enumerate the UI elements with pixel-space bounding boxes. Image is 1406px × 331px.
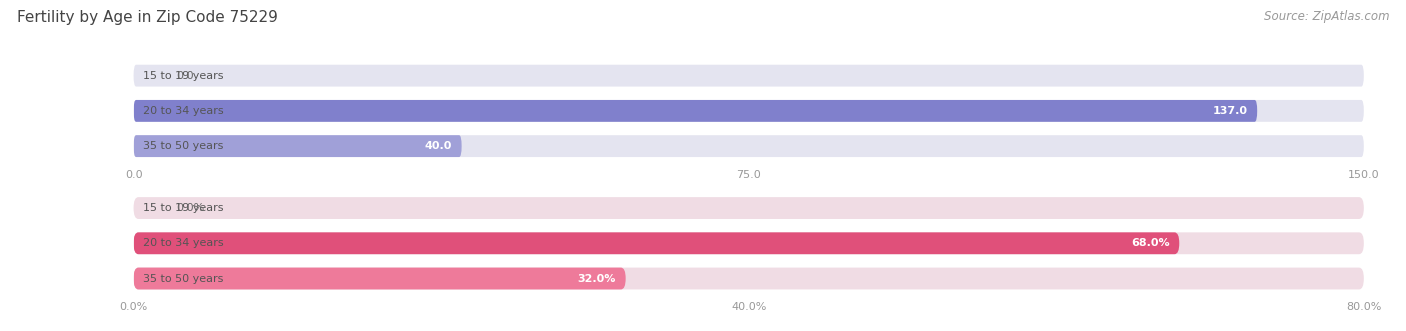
- FancyBboxPatch shape: [134, 232, 1180, 254]
- Text: 15 to 19 years: 15 to 19 years: [143, 71, 224, 81]
- FancyBboxPatch shape: [134, 100, 1257, 122]
- Text: 35 to 50 years: 35 to 50 years: [143, 141, 224, 151]
- Text: 137.0: 137.0: [1212, 106, 1247, 116]
- FancyBboxPatch shape: [134, 135, 1364, 157]
- FancyBboxPatch shape: [134, 267, 1364, 289]
- Text: 0.0: 0.0: [177, 71, 194, 81]
- Text: 0.0%: 0.0%: [177, 203, 205, 213]
- FancyBboxPatch shape: [134, 197, 1364, 219]
- FancyBboxPatch shape: [134, 100, 1364, 122]
- Text: Source: ZipAtlas.com: Source: ZipAtlas.com: [1264, 10, 1389, 23]
- FancyBboxPatch shape: [134, 232, 1364, 254]
- Text: 20 to 34 years: 20 to 34 years: [143, 106, 224, 116]
- Text: 68.0%: 68.0%: [1130, 238, 1170, 248]
- Text: 15 to 19 years: 15 to 19 years: [143, 203, 224, 213]
- Text: 20 to 34 years: 20 to 34 years: [143, 238, 224, 248]
- Text: 35 to 50 years: 35 to 50 years: [143, 273, 224, 284]
- Text: 40.0: 40.0: [425, 141, 451, 151]
- Text: Fertility by Age in Zip Code 75229: Fertility by Age in Zip Code 75229: [17, 10, 278, 25]
- Text: 32.0%: 32.0%: [578, 273, 616, 284]
- FancyBboxPatch shape: [134, 267, 626, 289]
- FancyBboxPatch shape: [134, 65, 1364, 87]
- FancyBboxPatch shape: [134, 135, 461, 157]
